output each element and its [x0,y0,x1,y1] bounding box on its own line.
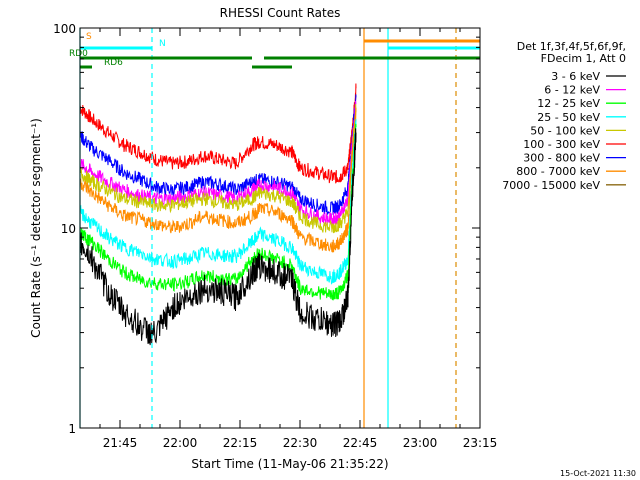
x-tick-label-7: 23:15 [463,436,498,450]
y-tick-label-2: 10 [61,222,76,236]
series-trace-8 [79,128,357,346]
x-tick-label-1: 21:45 [103,436,138,450]
series-trace-5 [79,108,357,253]
legend-label-7: 300 - 800 keV [523,152,600,165]
x-tick-label-4: 22:30 [283,436,318,450]
axes: 21:45 22:00 22:15 22:30 22:45 23:00 23:15 1 10 10… [53,22,497,450]
legend-label-3: 12 - 25 keV [537,97,600,110]
flag-bars: S N RD0 RD6 [69,32,480,69]
x-axis-label: Start Time (11-May-06 21:35:22) [191,457,388,471]
y-axis-label: Count Rate (s⁻¹ detector segment⁻¹) [29,118,43,338]
timestamp: 15-Oct-2021 11:30 [560,469,636,478]
series-trace-4 [79,103,357,234]
x-tick-label-2: 22:00 [163,436,198,450]
y-tick-label-3: 100 [53,22,76,36]
legend-label-4: 25 - 50 keV [537,111,600,124]
flag-label-rd0: RD0 [69,49,88,59]
legend: Det 1f,3f,4f,5f,6f,9f,FDecim 1, Att 0 3 -… [502,40,626,192]
flag-label-s: S [86,32,92,42]
flag-label-rd6: RD6 [104,58,123,68]
series-trace-2 [79,94,357,216]
series-trace-6 [79,119,357,285]
legend-label-2: 6 - 12 keV [544,84,600,97]
series-trace-7 [79,123,357,301]
chart-title: RHESSI Count Rates [220,6,341,20]
x-tick-label-6: 23:00 [403,436,438,450]
y-tick-label-1: 1 [68,422,76,436]
legend-label-8: 800 - 7000 keV [516,165,600,178]
data-traces [79,83,357,346]
legend-label-9: 7000 - 15000 keV [502,179,600,192]
legend-header-1: Det 1f,3f,4f,5f,6f,9f, [517,40,626,53]
legend-label-5: 50 - 100 keV [530,124,600,137]
x-tick-label-3: 22:15 [223,436,258,450]
x-tick-label-5: 22:45 [343,436,378,450]
flag-label-n: N [159,39,166,49]
legend-label-6: 100 - 300 keV [523,138,600,151]
series-trace-1 [79,83,357,184]
legend-header-2: FDecim 1, Att 0 [541,52,626,65]
legend-label-1: 3 - 6 keV [551,70,600,83]
